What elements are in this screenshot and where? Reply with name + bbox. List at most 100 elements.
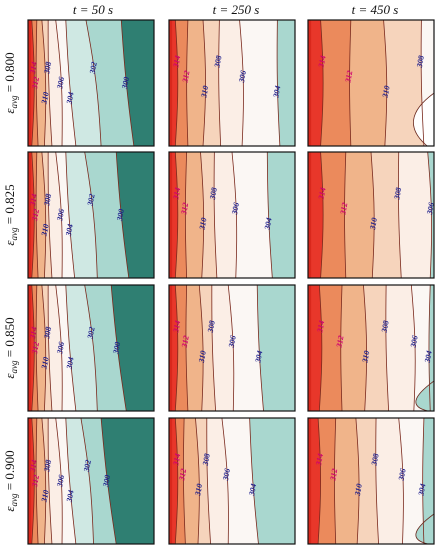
contour-band-314 — [308, 285, 322, 411]
contour-line-312 — [183, 418, 186, 544]
panel-frame — [307, 19, 435, 147]
contour-line-304 — [266, 152, 273, 278]
contour-label-312: 312 — [343, 70, 354, 84]
contour-label-314: 314 — [28, 61, 39, 75]
contour-line-314 — [174, 418, 179, 544]
contour-line-310 — [41, 152, 47, 278]
row-label-2: εavg = 0.825 — [2, 184, 19, 245]
contour-line-312 — [35, 418, 39, 544]
contour-line-312 — [35, 152, 39, 278]
contour-line-308 — [47, 418, 53, 544]
hot-edge-strip — [308, 285, 312, 411]
contour-line-310 — [200, 152, 205, 278]
panel-frame — [27, 417, 155, 545]
contour-label-308: 308 — [392, 187, 403, 201]
contour-line-310 — [41, 285, 47, 411]
column-title-2: t = 250 s — [213, 2, 260, 17]
contour-label-312: 312 — [328, 468, 339, 482]
contour-label-310: 310 — [199, 85, 210, 99]
contour-label-306: 306 — [55, 341, 66, 355]
panel-frame — [307, 284, 435, 412]
contour-line-304 — [249, 418, 259, 544]
contour-label-302: 302 — [88, 61, 99, 75]
contour-label-304: 304 — [247, 483, 258, 497]
hot-edge-strip — [169, 418, 173, 544]
contour-label-312: 312 — [334, 335, 345, 349]
contour-line-310 — [195, 418, 200, 544]
contour-line-314 — [31, 152, 35, 278]
contour-line-306 — [231, 152, 238, 278]
contour-label-308: 308 — [42, 326, 53, 340]
contour-line-314 — [174, 152, 179, 278]
contour-label-310: 310 — [39, 489, 50, 503]
contour-line-312 — [35, 285, 39, 411]
hot-edge-strip — [308, 418, 312, 544]
panel-frame — [168, 284, 296, 412]
column-title-3: t = 450 s — [352, 2, 399, 17]
contour-line-314 — [320, 152, 324, 278]
contour-label-306: 306 — [55, 76, 66, 90]
contour-line-306 — [55, 20, 63, 146]
contour-label-314: 314 — [316, 187, 327, 201]
contour-line-304 — [65, 20, 77, 146]
contour-line-310 — [370, 152, 375, 278]
contour-label-314: 314 — [315, 320, 326, 334]
contour-line-308 — [398, 152, 402, 278]
contour-line-306 — [227, 285, 235, 411]
contour-label-312: 312 — [179, 202, 190, 216]
contour-line-314 — [31, 418, 35, 544]
contour-line-314 — [317, 418, 322, 544]
contour-label-308: 308 — [369, 453, 380, 467]
contour-line-310 — [198, 285, 204, 411]
contour-label-304: 304 — [65, 91, 76, 105]
contour-line-306 — [427, 152, 433, 278]
contour-label-304: 304 — [416, 483, 427, 497]
contour-line-306 — [239, 20, 244, 146]
contour-line-310 — [363, 285, 367, 411]
contour-line-314 — [318, 285, 323, 411]
contour-line-312 — [35, 20, 39, 146]
contour-label-314: 314 — [316, 55, 327, 69]
contour-label-304: 304 — [263, 217, 274, 231]
contour-label-310: 310 — [193, 483, 204, 497]
contour-line-308 — [211, 285, 217, 411]
contour-line-306 — [398, 418, 404, 544]
contour-label-306: 306 — [409, 335, 420, 349]
contour-label-312: 312 — [30, 76, 41, 90]
contour-line-312 — [349, 20, 352, 146]
contour-label-314: 314 — [171, 187, 182, 201]
contour-line-302 — [84, 285, 98, 411]
panel-frame — [168, 151, 296, 279]
row-label-1: εavg = 0.800 — [2, 52, 19, 113]
contour-line-304 — [65, 418, 77, 544]
contour-label-304: 304 — [271, 85, 282, 99]
contour-label-304: 304 — [423, 350, 434, 364]
contour-line-302 — [80, 418, 94, 544]
hot-edge-strip — [28, 285, 32, 411]
contour-line-306 — [410, 285, 416, 411]
contour-line-308 — [47, 20, 53, 146]
contour-label-314: 314 — [171, 55, 182, 69]
contour-label-312: 312 — [180, 70, 191, 84]
row-label-3: εavg = 0.850 — [2, 317, 19, 378]
contour-corner-304 — [415, 513, 434, 544]
contour-line-308 — [47, 152, 53, 278]
contour-label-312: 312 — [338, 202, 349, 216]
contour-label-306: 306 — [425, 202, 436, 216]
contour-label-304: 304 — [253, 350, 264, 364]
contour-line-310 — [41, 20, 47, 146]
contour-label-306: 306 — [237, 70, 248, 84]
contour-label-302: 302 — [85, 193, 96, 207]
panel-frame — [27, 19, 155, 147]
hot-edge-strip — [308, 152, 312, 278]
contour-label-310: 310 — [39, 91, 50, 105]
contour-line-310 — [383, 20, 388, 146]
hot-edge-strip — [169, 20, 173, 146]
panel-frame — [168, 417, 296, 545]
contour-line-300 — [110, 285, 127, 411]
